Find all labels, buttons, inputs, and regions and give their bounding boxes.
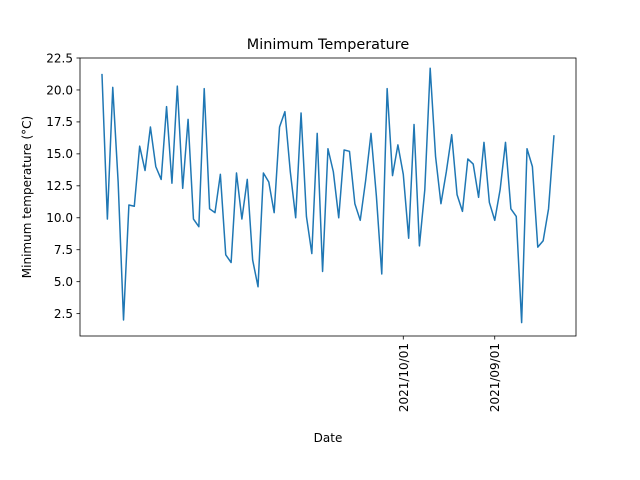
y-tick-label: 5.0 bbox=[54, 275, 73, 289]
chart-title: Minimum Temperature bbox=[247, 37, 410, 53]
y-tick-label: 15.0 bbox=[46, 147, 73, 161]
x-tick-label: 2021/10/01 bbox=[397, 343, 411, 412]
y-tick-label: 20.0 bbox=[46, 83, 73, 97]
y-tick-label: 7.5 bbox=[54, 243, 73, 257]
y-tick-label: 17.5 bbox=[46, 115, 73, 129]
y-tick-label: 22.5 bbox=[46, 51, 73, 65]
y-tick-label: 10.0 bbox=[46, 211, 73, 225]
x-tick-label: 2021/09/01 bbox=[488, 343, 502, 412]
y-axis: 2.5 5.0 7.5 10.0 12.5 15.0 17.5 20.0 22.5 bbox=[46, 51, 80, 321]
plot-frame bbox=[79, 57, 577, 337]
x-axis-label: Date bbox=[314, 431, 343, 445]
x-axis: 2021/10/01 2021/09/01 bbox=[397, 336, 502, 412]
series-line bbox=[101, 67, 555, 324]
y-tick-label: 12.5 bbox=[46, 179, 73, 193]
plot-area bbox=[80, 58, 576, 336]
y-axis-label: Minimum temperature (°C) bbox=[20, 116, 34, 278]
y-tick-label: 2.5 bbox=[54, 307, 73, 321]
